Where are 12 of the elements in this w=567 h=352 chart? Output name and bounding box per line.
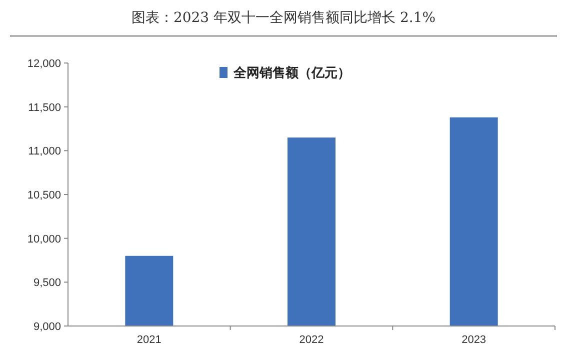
- chart-title: 图表：2023 年双十一全网销售额同比增长 2.1%: [131, 10, 436, 26]
- y-tick-label: 11,500: [28, 102, 61, 114]
- y-tick-label: 11,000: [28, 146, 61, 158]
- x-tick-label: 2023: [462, 334, 486, 346]
- y-tick-label: 10,000: [27, 233, 61, 246]
- x-tick-label: 2021: [136, 334, 162, 346]
- y-tick-label: 9,500: [33, 277, 61, 290]
- y-tick-label: 10,500: [27, 190, 61, 202]
- legend-label: 全网销售额（亿元）: [232, 65, 350, 80]
- y-tick-label: 9,000: [33, 321, 61, 333]
- x-tick-label: 2022: [299, 334, 324, 346]
- y-tick-label: 12,000: [27, 58, 61, 70]
